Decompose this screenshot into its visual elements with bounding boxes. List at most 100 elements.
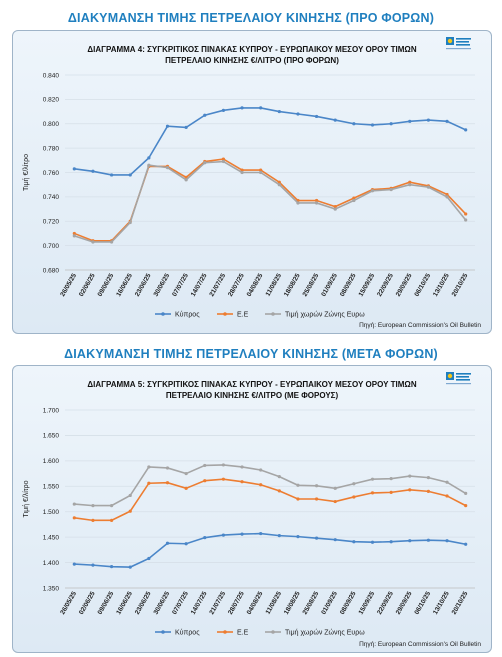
x-tick-label: 15/09/25 — [358, 272, 377, 298]
data-point — [165, 124, 170, 128]
data-point — [464, 212, 468, 216]
x-tick-label: 13/10/25 — [432, 590, 451, 616]
data-point — [408, 539, 412, 543]
x-tick-label: 11/08/25 — [265, 590, 284, 615]
data-point — [352, 198, 356, 203]
data-point — [352, 482, 356, 486]
data-point — [333, 538, 337, 542]
x-tick-label: 08/09/25 — [339, 272, 358, 298]
data-point — [165, 166, 170, 170]
y-tick-label: 0.720 — [43, 219, 60, 226]
data-point — [464, 504, 468, 508]
legend-marker — [161, 312, 165, 316]
data-point — [464, 491, 468, 496]
x-tick-label: 25/08/25 — [302, 590, 321, 616]
data-point — [408, 180, 412, 184]
data-point — [333, 118, 337, 122]
data-point — [91, 563, 95, 567]
data-point — [445, 539, 449, 543]
data-point — [109, 240, 114, 244]
data-point — [370, 123, 375, 127]
y-tick-label: 0.800 — [43, 121, 60, 128]
data-point — [314, 536, 319, 540]
legend-marker — [271, 630, 275, 634]
data-point — [464, 128, 468, 132]
data-point — [370, 189, 375, 193]
data-point — [408, 183, 412, 187]
x-tick-label: 14/07/25 — [190, 272, 209, 298]
data-point — [72, 167, 76, 171]
data-point — [147, 556, 151, 561]
chart-title-2-line1: ΔΙΑΓΡΑΜΜΑ 5: ΣΥΓΚΡΙΤΙΚΟΣ ΠΙΝΑΚΑΣ ΚΥΠΡΟΥ … — [87, 380, 417, 389]
data-point — [426, 489, 431, 493]
data-point — [277, 180, 281, 184]
data-point — [72, 231, 76, 236]
y-tick-label: 1.500 — [43, 509, 60, 516]
data-point — [259, 106, 263, 110]
x-tick-label: 07/07/25 — [171, 272, 190, 298]
data-point — [277, 475, 281, 479]
data-point — [203, 161, 207, 165]
data-point — [426, 476, 431, 480]
data-point — [333, 207, 337, 211]
x-tick-label: 28/07/25 — [227, 590, 246, 616]
x-tick-label: 28/07/25 — [227, 272, 246, 298]
section-title-1: ΔΙΑΚΥΜΑΝΣΗ ΤΙΜΗΣ ΠΕΤΡΕΛΑΙΟΥ ΚΙΝΗΣΗΣ (ΠΡΟ… — [67, 11, 435, 25]
x-tick-label: 25/08/25 — [302, 272, 321, 298]
y-tick-label: 1.450 — [43, 534, 60, 541]
x-tick-label: 29/09/25 — [395, 590, 414, 616]
data-point — [445, 192, 449, 197]
data-point — [128, 565, 132, 569]
chart-title-2: ΔΙΑΓΡΑΜΜΑ 5: ΣΥΓΚΡΙΤΙΚΟΣ ΠΙΝΑΚΑΣ ΚΥΠΡΟΥ … — [13, 379, 491, 401]
data-point — [240, 168, 244, 172]
data-point — [389, 187, 393, 192]
data-point — [147, 163, 151, 167]
data-point — [277, 183, 281, 187]
data-point — [314, 497, 319, 501]
data-point — [445, 119, 449, 123]
series-line-1 — [74, 478, 467, 522]
legend-marker — [271, 312, 275, 316]
x-tick-label: 14/07/25 — [190, 590, 209, 616]
y-tick-label: 1.400 — [43, 560, 60, 567]
data-point — [277, 109, 281, 114]
legend-label: Ε.Ε — [237, 312, 249, 319]
data-point — [72, 562, 76, 566]
x-tick-label: 06/10/25 — [413, 272, 432, 298]
data-point — [314, 201, 319, 205]
x-tick-label: 18/08/25 — [283, 590, 302, 616]
data-point — [147, 465, 151, 469]
y-tick-label: 0.680 — [43, 267, 60, 274]
data-point — [203, 463, 207, 468]
data-point — [389, 122, 393, 126]
data-point — [165, 541, 170, 545]
data-point — [72, 502, 76, 506]
data-point — [240, 532, 244, 536]
data-point — [221, 157, 226, 161]
legend-marker — [161, 630, 165, 634]
data-point — [426, 185, 431, 189]
data-point — [389, 490, 393, 494]
data-point — [240, 170, 244, 175]
data-point — [128, 493, 132, 498]
data-point — [464, 542, 468, 546]
data-point — [147, 156, 151, 160]
series-line-2 — [74, 464, 467, 507]
x-tick-label: 01/09/25 — [320, 272, 339, 298]
data-point — [445, 480, 449, 484]
data-point — [352, 495, 356, 499]
series-line-0 — [74, 107, 467, 176]
energy-service-logo-icon — [445, 35, 473, 57]
data-point — [259, 170, 263, 175]
x-tick-label: 26/05/25 — [59, 590, 78, 616]
data-point — [221, 477, 226, 481]
data-point — [259, 483, 263, 487]
legend-marker — [223, 630, 227, 634]
data-point — [221, 108, 226, 112]
x-tick-label: 15/09/25 — [358, 590, 377, 616]
chart-title-1-line1: ΔΙΑΓΡΑΜΜΑ 4: ΣΥΓΚΡΙΤΙΚΟΣ ΠΙΝΑΚΑΣ ΚΥΠΡΟΥ … — [87, 45, 417, 54]
data-point — [296, 483, 300, 487]
data-point — [184, 125, 188, 130]
data-point — [464, 218, 468, 222]
data-point — [352, 196, 356, 200]
